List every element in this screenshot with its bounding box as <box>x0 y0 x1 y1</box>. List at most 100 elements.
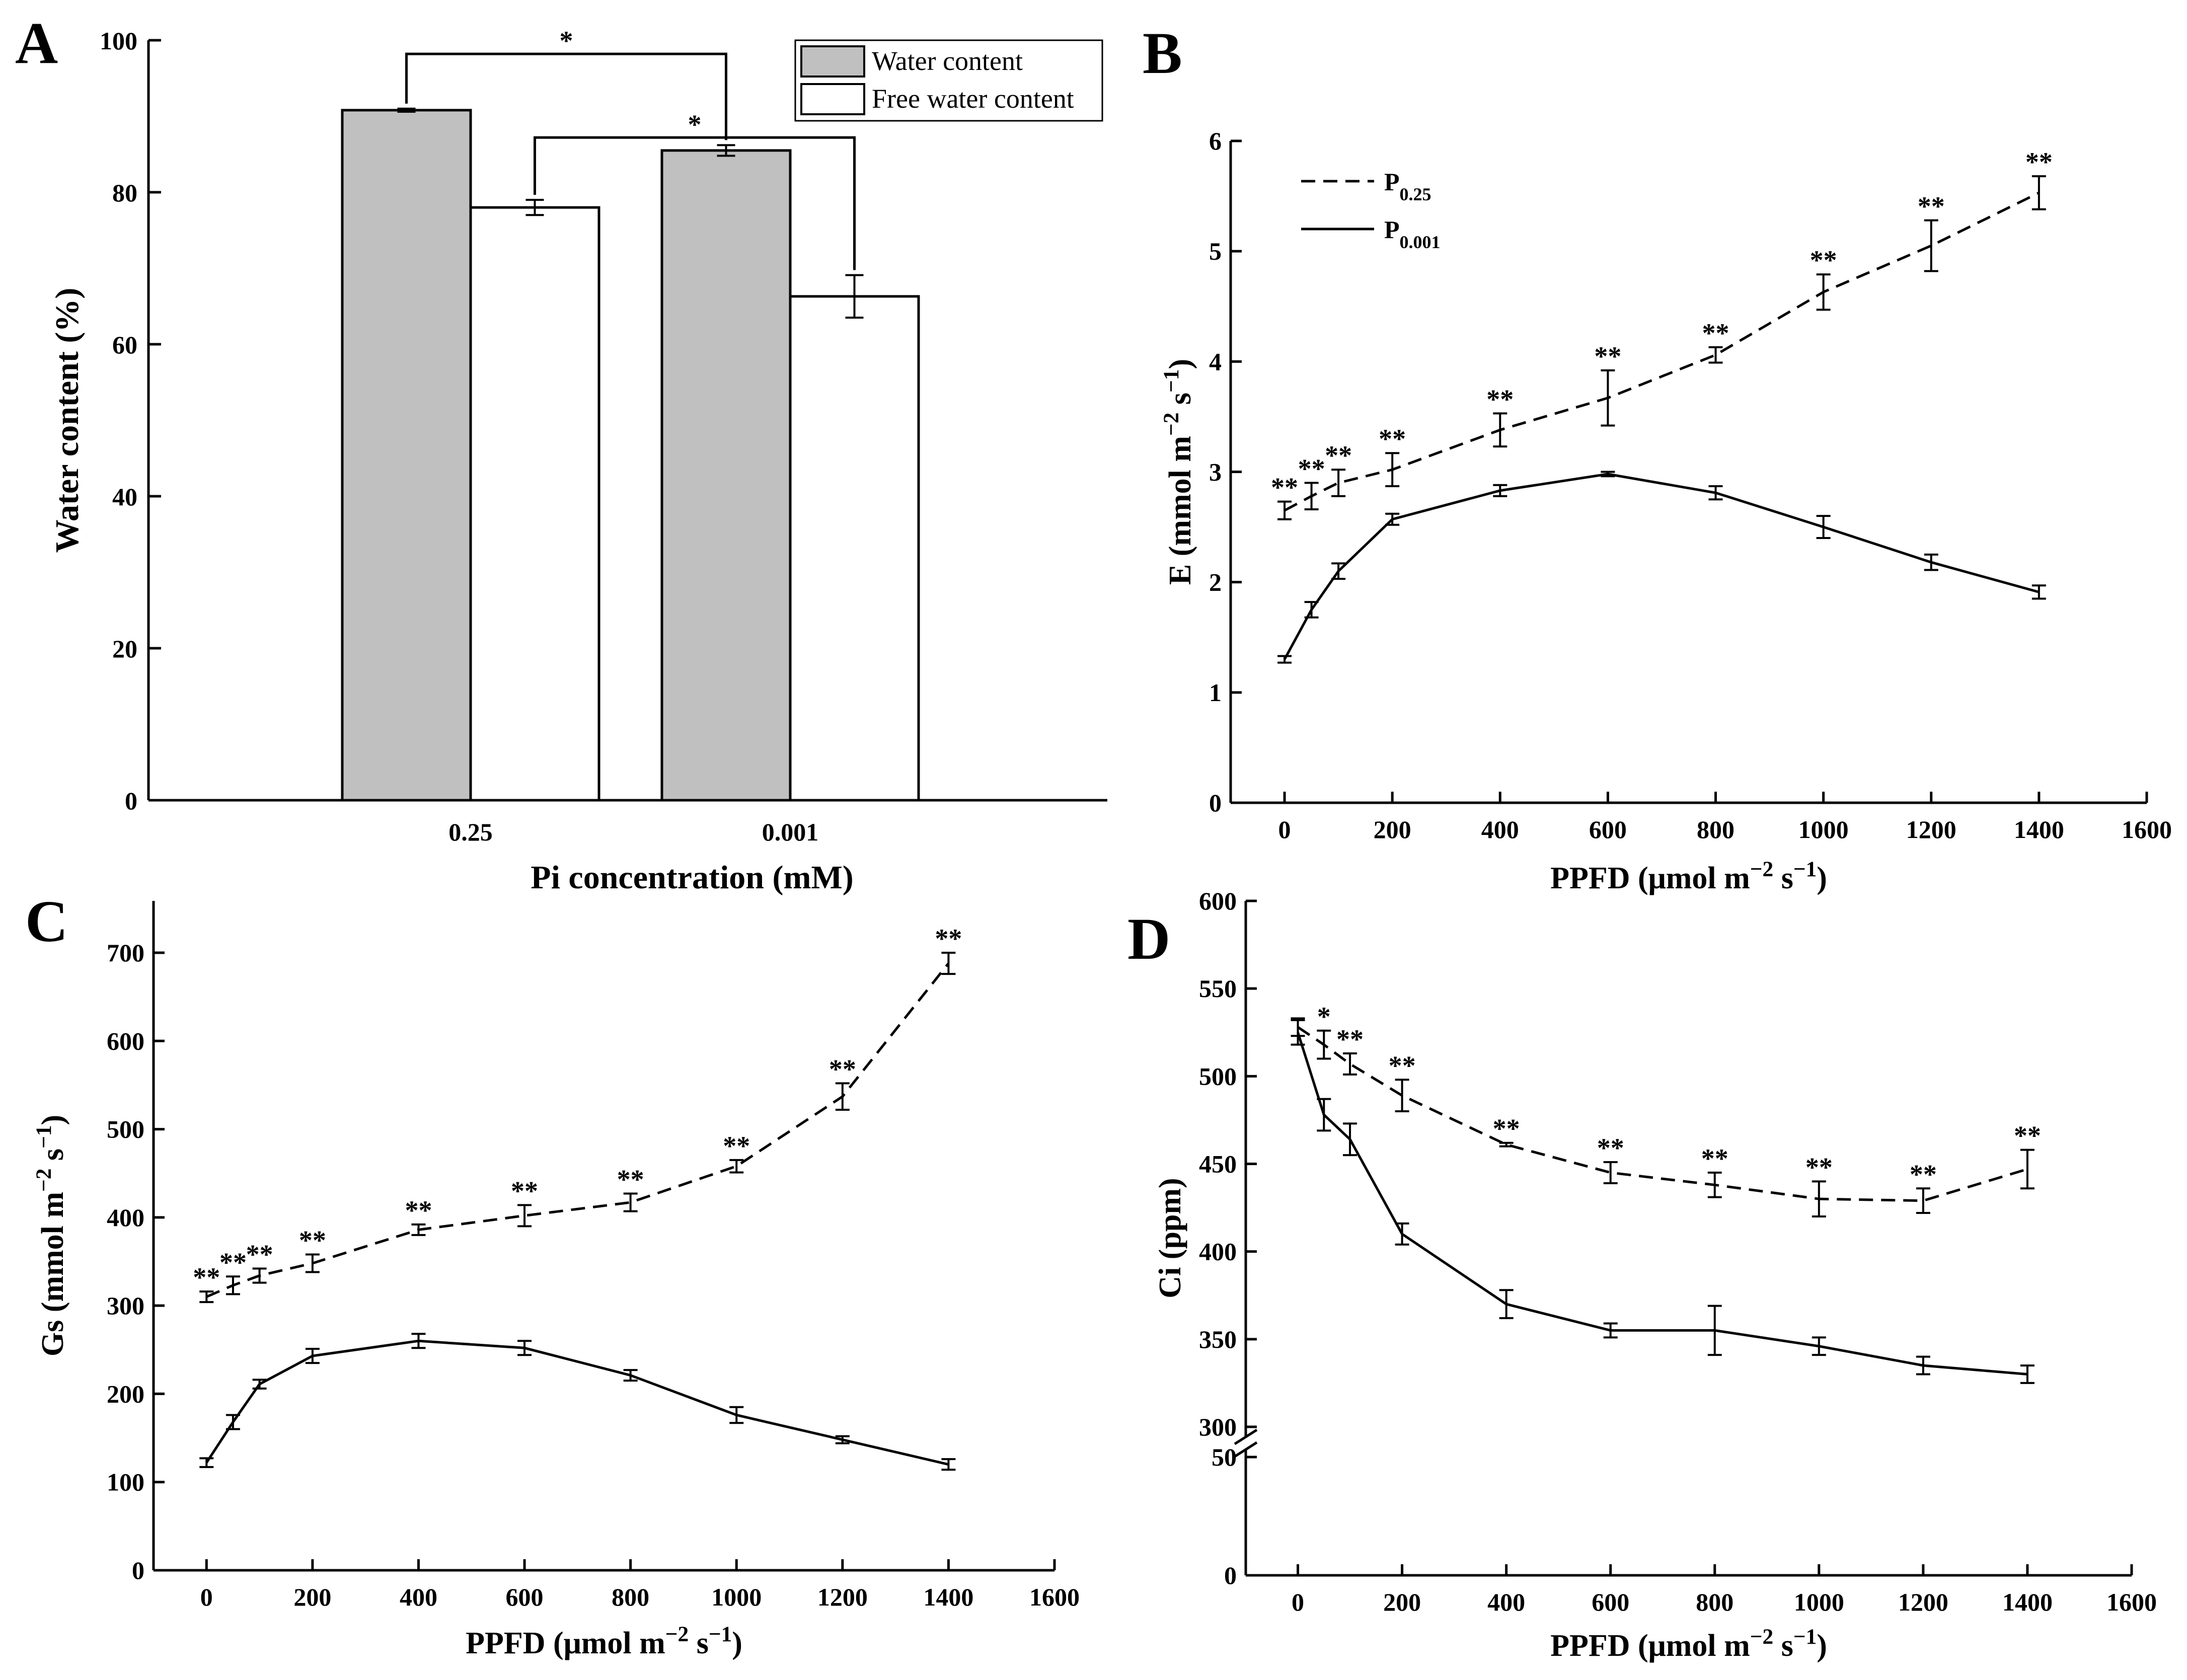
significance-bracket <box>405 52 727 140</box>
legend-swatch <box>800 83 865 115</box>
legend-label: P0.25 <box>1384 168 1431 204</box>
bar <box>469 206 600 802</box>
x-tick-label: 400 <box>1481 815 1519 844</box>
significance-mark: ** <box>1325 440 1352 471</box>
y-tick-label: 3 <box>1209 458 1222 486</box>
y-tick-label: 6 <box>1209 127 1222 155</box>
significance-mark: ** <box>1702 318 1729 348</box>
panel-letter-c: C <box>25 888 68 954</box>
x-tick-label: 400 <box>400 1583 437 1611</box>
significance-mark: ** <box>1810 245 1837 275</box>
x-tick-label: 1000 <box>1794 1588 1844 1616</box>
y-tick-label: 450 <box>1199 1150 1237 1178</box>
x-tick-label: 1400 <box>923 1583 973 1611</box>
y-tick-label: 4 <box>1209 347 1222 375</box>
x-tick-label: 1600 <box>1029 1583 1080 1611</box>
significance-mark: ** <box>405 1195 432 1226</box>
significance-mark: ** <box>1336 1024 1364 1054</box>
x-tick-label: 1200 <box>817 1583 868 1611</box>
significance-mark: ** <box>1805 1152 1833 1182</box>
x-axis-title-a: Pi concentration (mM) <box>531 859 853 896</box>
x-tick-label: 1200 <box>1898 1588 1948 1616</box>
series-line-p025 <box>1284 191 2040 512</box>
x-tick-label: 200 <box>1383 1588 1421 1616</box>
x-tick-label: 1200 <box>1906 815 1956 844</box>
y-axis-title-a: Water content (%) <box>49 288 86 553</box>
y-tick-label: 550 <box>1199 974 1237 1003</box>
y-tick-label: 0 <box>132 1556 144 1584</box>
x-tick-label: 600 <box>506 1583 544 1611</box>
panel-letter-b: B <box>1143 20 1182 86</box>
x-tick-label: 1400 <box>2014 815 2064 844</box>
x-tick-label: 600 <box>1592 1588 1629 1616</box>
y-tick-label-a: 60 <box>112 331 137 359</box>
y-axis-title: E (mmol m−2 s−1) <box>1159 359 1197 585</box>
y-tick-label: 500 <box>1199 1062 1237 1090</box>
significance-mark: ** <box>935 924 962 954</box>
y-tick-label-a: 80 <box>112 179 137 207</box>
significance-mark: ** <box>1486 384 1514 414</box>
x-tick-label-a: 0.25 <box>448 818 493 846</box>
bar <box>660 149 792 802</box>
y-tick-label: 2 <box>1209 568 1222 596</box>
legend-swatch <box>800 45 865 78</box>
significance-mark: ** <box>1271 473 1298 503</box>
x-tick-label: 0 <box>200 1583 213 1611</box>
x-tick-label: 1000 <box>711 1583 762 1611</box>
series-line-p0001 <box>205 1339 949 1466</box>
x-tick-label: 1000 <box>1798 815 1849 844</box>
chart-panel-a: 0 20 40 60 80 100 0.25 0.001 * * Water content Free… <box>49 26 1107 896</box>
x-tick-label: 0 <box>1278 815 1291 844</box>
significance-mark: ** <box>299 1225 326 1255</box>
significance-mark: ** <box>246 1240 273 1270</box>
y-tick-label: 300 <box>1199 1413 1237 1441</box>
chart-panel-c: 0 100 200 300 400 500 600 700 0 200 400 600 800 1000 1… <box>32 901 1080 1660</box>
significance-mark: ** <box>193 1262 220 1292</box>
significance-mark: ** <box>1298 453 1325 484</box>
x-tick-label: 800 <box>1697 815 1734 844</box>
x-axis-title: PPFD (μmol m−2 s−1) <box>1550 1625 1827 1663</box>
significance-mark: ** <box>2025 147 2053 177</box>
significance-bracket <box>534 136 856 270</box>
panel-letter-d: D <box>1127 906 1170 972</box>
significance-mark: ** <box>617 1165 644 1195</box>
y-tick-label-a: 0 <box>125 787 137 815</box>
panel-letter-a: A <box>15 10 58 76</box>
y-axis-title: Gs (mmol m−2 s−1) <box>32 1115 70 1356</box>
significance-mark: ** <box>1701 1143 1728 1174</box>
series-line-p025 <box>206 962 950 1298</box>
bar <box>341 109 472 802</box>
x-tick-label: 600 <box>1589 815 1627 844</box>
x-axis-title: PPFD (μmol m−2 s−1) <box>466 1622 742 1660</box>
significance-mark: * <box>1317 1002 1331 1032</box>
y-tick-label: 600 <box>107 1027 144 1055</box>
x-tick-label: 200 <box>1374 815 1411 844</box>
axis-break-mark <box>1234 1428 1258 1445</box>
significance-mark: ** <box>1493 1114 1520 1144</box>
y-tick-label-a: 20 <box>112 635 137 663</box>
x-tick-label-a: 0.001 <box>762 818 819 846</box>
x-tick-label: 1600 <box>2122 815 2172 844</box>
significance-mark: ** <box>723 1131 750 1161</box>
series-line-p025 <box>1297 1026 2028 1202</box>
significance-star: * <box>688 109 702 139</box>
y-tick-label: 400 <box>107 1203 144 1232</box>
y-tick-label: 5 <box>1209 237 1222 265</box>
significance-mark: ** <box>511 1176 538 1206</box>
y-tick-label: 50 <box>1212 1443 1237 1471</box>
y-tick-label: 100 <box>107 1468 144 1496</box>
legend-label: Free water content <box>872 84 1074 114</box>
significance-mark: ** <box>219 1247 247 1277</box>
series-line-p0001 <box>1283 473 2040 660</box>
bar <box>789 295 920 802</box>
y-tick-label: 500 <box>107 1115 144 1143</box>
significance-mark: ** <box>1918 191 1945 221</box>
y-tick-label: 1 <box>1209 678 1222 707</box>
significance-star: * <box>560 26 573 56</box>
x-tick-label: 400 <box>1487 1588 1525 1616</box>
y-axis-title: Ci (ppm) <box>1153 1178 1187 1298</box>
axis-break-mark <box>1234 1441 1258 1458</box>
y-tick-label: 400 <box>1199 1238 1237 1266</box>
